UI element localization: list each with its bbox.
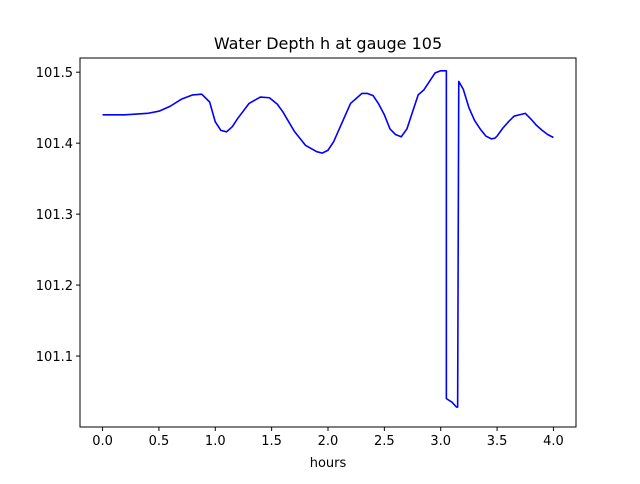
y-tick-label: 101.1 bbox=[36, 350, 73, 365]
x-tick-label: 0.0 bbox=[92, 434, 113, 449]
x-axis-label: hours bbox=[310, 456, 347, 471]
x-tick-label: 2.0 bbox=[318, 434, 339, 449]
plot-area bbox=[102, 69, 554, 408]
x-tick-label: 4.0 bbox=[543, 434, 564, 449]
plot-frame bbox=[79, 57, 577, 428]
series-line-0 bbox=[102, 69, 554, 408]
x-tick-label: 0.5 bbox=[149, 434, 170, 449]
y-axis: 101.1 101.2 101.3 101.4 101.5 bbox=[36, 66, 80, 365]
y-tick-label: 101.5 bbox=[36, 66, 73, 81]
y-tick-label: 101.4 bbox=[36, 137, 73, 152]
x-tick-label: 1.5 bbox=[261, 434, 282, 449]
x-tick-label: 2.5 bbox=[374, 434, 395, 449]
x-tick-label: 3.5 bbox=[487, 434, 508, 449]
y-tick-label: 101.2 bbox=[36, 279, 73, 294]
y-tick-label: 101.3 bbox=[36, 208, 73, 223]
chart-title: Water Depth h at gauge 105 bbox=[214, 34, 442, 53]
x-tick-label: 3.0 bbox=[430, 434, 451, 449]
x-tick-label: 1.0 bbox=[205, 434, 226, 449]
x-axis: 0.0 0.5 1.0 1.5 2.0 2.5 3.0 3.5 4.0 bbox=[92, 427, 564, 449]
